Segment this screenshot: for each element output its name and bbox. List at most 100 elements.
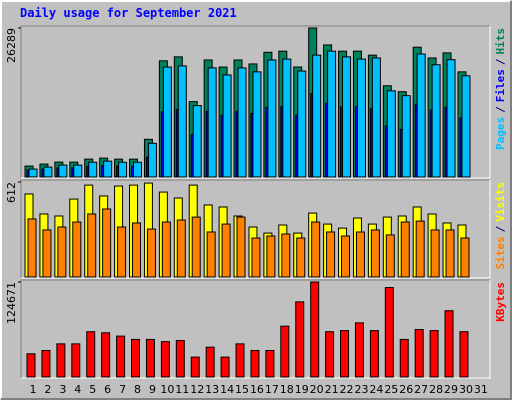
panel-bevel-dark (20, 179, 490, 278)
x-tick-label: 27 (414, 383, 428, 396)
x-tick-label: 14 (220, 383, 234, 396)
chart-title: Daily usage for September 2021 (20, 6, 237, 20)
bar (86, 331, 96, 378)
x-tick-label: 3 (59, 383, 66, 396)
legend-entry: Hits (494, 28, 507, 55)
bar (131, 338, 141, 378)
bar (280, 325, 290, 378)
legend-separator: / (494, 58, 507, 65)
x-tick-label: 9 (149, 383, 156, 396)
x-tick-label: 6 (104, 383, 111, 396)
bar (222, 74, 232, 178)
bar (342, 56, 352, 178)
x-tick-label: 28 (429, 383, 443, 396)
x-tick-label: 16 (250, 383, 264, 396)
bar (311, 221, 321, 278)
x-tick-label: 30 (459, 383, 473, 396)
bar (327, 50, 337, 178)
bar (414, 328, 424, 378)
x-tick-label: 13 (205, 383, 219, 396)
bar (57, 226, 67, 278)
bar (236, 216, 246, 278)
legend-entry: Sites (494, 236, 507, 269)
bar (161, 221, 171, 278)
x-tick-label: 1 (30, 383, 37, 396)
x-tick-label: 2 (44, 383, 51, 396)
bar (370, 229, 380, 278)
bar (147, 142, 157, 178)
bar (297, 70, 307, 178)
bar (355, 231, 365, 278)
bar (103, 160, 113, 178)
bar (385, 234, 395, 278)
bar (460, 237, 470, 278)
bar (205, 346, 215, 378)
bar (133, 161, 143, 178)
bar (206, 231, 216, 278)
bar (341, 235, 351, 278)
legend: KBytes (494, 282, 507, 322)
panel-bevel-light (21, 26, 491, 179)
legend: Sites / Visits (494, 182, 507, 270)
bar (132, 222, 142, 278)
x-tick-label: 20 (310, 383, 324, 396)
x-tick-label: 21 (325, 383, 339, 396)
bar (399, 338, 409, 378)
bar (369, 330, 379, 378)
legend-entry: Pages (494, 117, 507, 150)
bar (71, 343, 81, 378)
bar (416, 53, 426, 178)
bar (266, 235, 276, 278)
bar (415, 220, 425, 278)
bar (28, 168, 38, 178)
bar (102, 208, 112, 278)
bar (73, 164, 83, 178)
x-tick-label: 26 (399, 383, 413, 396)
bar (371, 57, 381, 178)
x-tick-label: 15 (235, 383, 249, 396)
bar (58, 164, 68, 178)
bar (386, 90, 396, 178)
bar (325, 331, 335, 378)
x-tick-label: 24 (369, 383, 383, 396)
bar (56, 343, 66, 378)
bar (146, 228, 156, 278)
bar (445, 229, 455, 278)
x-tick-label: 29 (444, 383, 458, 396)
bar (190, 356, 200, 378)
bar (116, 335, 126, 378)
bar (446, 59, 456, 178)
bar (72, 221, 82, 278)
y-tick-label: 26289 (5, 28, 18, 63)
bar (444, 310, 454, 378)
bar (267, 59, 277, 178)
legend-entry: Files (494, 69, 507, 102)
bar (235, 343, 245, 378)
bar (356, 58, 366, 178)
bar (145, 338, 155, 378)
x-tick-label: 19 (295, 383, 309, 396)
bar (354, 322, 364, 378)
bar (101, 332, 111, 378)
bar (237, 67, 247, 178)
bar (282, 58, 292, 178)
bar (295, 301, 305, 378)
panel-bevel-dark (20, 279, 490, 378)
bar (251, 237, 261, 278)
bar (265, 349, 275, 378)
bar (191, 216, 201, 278)
bar (26, 353, 36, 378)
bar (429, 330, 439, 378)
legend-separator: / (494, 225, 507, 232)
legend-entry: Visits (494, 182, 507, 222)
x-tick-label: 22 (340, 383, 354, 396)
legend-entry: KBytes (494, 282, 507, 322)
bar (340, 330, 350, 378)
bar (42, 229, 52, 278)
x-tick-label: 7 (119, 383, 126, 396)
x-tick-label: 18 (280, 383, 294, 396)
bar (162, 66, 172, 178)
bar (310, 281, 320, 378)
